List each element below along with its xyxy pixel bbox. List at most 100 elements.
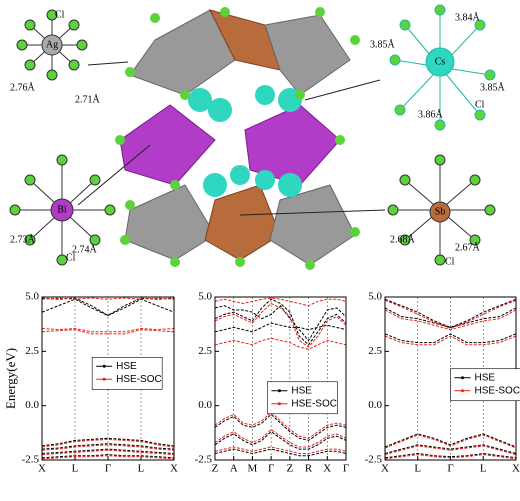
y-tick-label: -2.5 (365, 454, 383, 466)
x-tick-label: X (323, 463, 331, 475)
x-tick-label: L (480, 463, 487, 475)
y-tick-label: 2.5 (368, 345, 382, 357)
y-tick-label: 0.0 (25, 399, 39, 411)
band-line (214, 448, 347, 457)
ligand-label: Cl (66, 252, 76, 263)
band-line (214, 298, 347, 346)
legend-label: HSE-SOC (116, 374, 162, 385)
band-line (384, 298, 517, 328)
y-tick-label: 0.0 (198, 399, 212, 411)
bond-label: 3.84Å (455, 11, 481, 23)
band-line (41, 327, 175, 333)
legend-label: HSE-SOC (291, 398, 337, 409)
x-tick-label: M (248, 463, 258, 475)
x-tick-label: R (305, 463, 313, 475)
ag-cluster (16, 9, 88, 81)
band-line (384, 434, 517, 449)
band-line (214, 446, 347, 454)
y-tick-label: 0.0 (368, 399, 382, 411)
plot-frame (214, 296, 347, 461)
bond-label: 2.71Å (75, 93, 101, 105)
legend-marker (102, 377, 106, 381)
x-tick-label: X (170, 463, 178, 475)
band-line (214, 431, 347, 450)
band-line (41, 443, 175, 450)
bond-label: 2.68Å (390, 233, 416, 245)
bond-label: 2.74Å (72, 243, 98, 255)
crystal-structure (77, 7, 386, 270)
ligand-label: Cl (445, 256, 455, 267)
bi-cluster (9, 154, 116, 266)
bond-label: 2.67Å (455, 241, 481, 253)
band-line (214, 413, 347, 441)
x-tick-label: Γ (447, 463, 453, 475)
band-line (384, 335, 517, 346)
band-line (214, 337, 347, 350)
bond-label: 2.73Å (10, 233, 36, 245)
atom-label: Cs (435, 56, 446, 67)
x-tick-label: L (138, 463, 145, 475)
legend-marker (461, 376, 464, 380)
legend-box (267, 381, 338, 415)
x-tick-label: Z (212, 463, 219, 475)
x-tick-label: L (414, 463, 421, 475)
band-line (41, 454, 175, 459)
cs-cluster (389, 4, 496, 131)
band-line (41, 437, 175, 447)
atom-label: Sb (435, 206, 446, 217)
band-line (384, 445, 517, 456)
y-tick-label: 5.0 (368, 291, 382, 303)
y-tick-label: -2.5 (22, 454, 40, 466)
atom-label: Ag (46, 39, 58, 50)
legend-marker (102, 364, 106, 368)
legend-marker (277, 402, 281, 406)
x-tick-label: Γ (105, 463, 111, 475)
bond-label: 2.76Å (10, 81, 36, 93)
sb-cluster (387, 154, 496, 266)
band-line (214, 322, 347, 333)
x-tick-label: L (72, 463, 79, 475)
y-tick-label: 5.0 (198, 291, 212, 303)
band-line (41, 448, 175, 454)
legend-label: HSE (475, 372, 496, 383)
band-line (384, 452, 517, 459)
band-line (214, 411, 347, 439)
band-line (214, 297, 347, 307)
x-tick-label: X (381, 463, 389, 475)
x-tick-label: Z (286, 463, 293, 475)
x-tick-label: Γ (268, 463, 274, 475)
band-line (214, 302, 347, 348)
legend-label: HSE-SOC (475, 385, 520, 396)
y-axis-label: Energy(eV) (3, 348, 18, 409)
band-line (41, 297, 175, 300)
legend-marker (277, 389, 281, 393)
x-tick-label: X (38, 463, 46, 475)
band-line (384, 299, 517, 330)
bond-label: 3.86Å (418, 108, 444, 120)
band-line (41, 438, 175, 448)
x-tick-label: X (512, 463, 520, 475)
band-line (384, 454, 517, 460)
legend-box (91, 357, 163, 390)
band-line (384, 307, 517, 328)
band-line (384, 444, 517, 454)
y-tick-label: -2.5 (195, 454, 213, 466)
plot-frame (41, 296, 175, 461)
band-line (41, 298, 175, 317)
band-line (384, 433, 517, 448)
legend-label: HSE (291, 385, 312, 396)
band-line (41, 449, 175, 456)
legend-marker (461, 389, 464, 393)
band-line (384, 309, 517, 331)
ligand-label: Cl (55, 9, 65, 20)
legend-label: HSE (116, 361, 137, 372)
band-line (41, 444, 175, 451)
y-tick-label: 2.5 (25, 345, 39, 357)
bond-label: 3.85Å (370, 38, 396, 50)
band-line (41, 455, 175, 460)
band-line (214, 304, 347, 342)
bond-label: 3.85Å (480, 81, 506, 93)
atom-label: Bi (57, 204, 67, 215)
y-tick-label: 2.5 (198, 345, 212, 357)
